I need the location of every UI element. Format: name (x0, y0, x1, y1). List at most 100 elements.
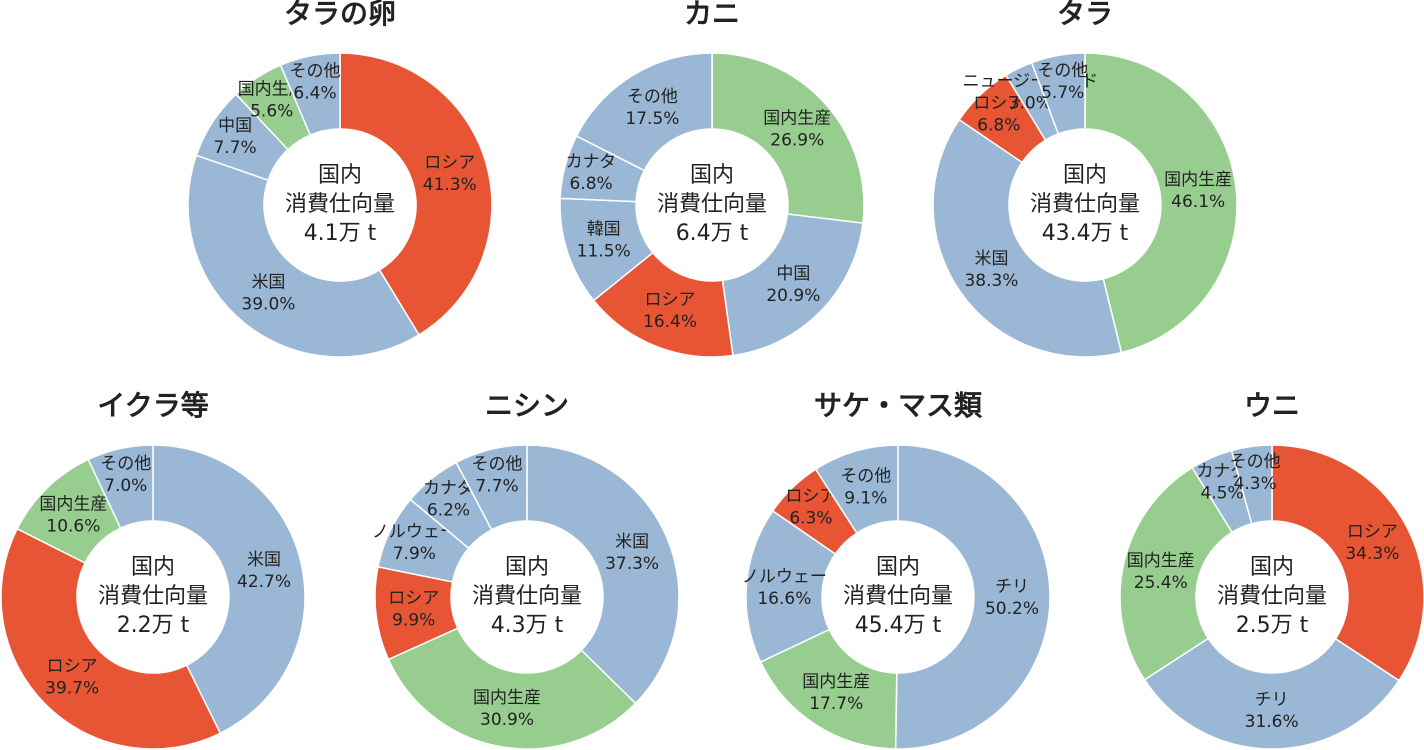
slice-label: 国内生産 (473, 688, 541, 708)
slice-label: カナダ (566, 152, 617, 172)
slice-label: ロシア (1347, 522, 1398, 542)
center-label: 消費仕向量 (472, 584, 582, 609)
donut-slice (339, 52, 493, 336)
center-label: 6.4万 t (676, 221, 749, 246)
slice-label: その他 (472, 455, 523, 475)
chart-title: タラの卵 (284, 0, 396, 30)
slice-label: チリ (1255, 690, 1289, 710)
slice-label: ロシア (388, 589, 439, 609)
center-label: 4.3万 t (491, 613, 564, 638)
slice-label: その他 (627, 87, 678, 107)
slice-value: 37.3% (605, 554, 659, 574)
donut-slice (1230, 444, 1273, 525)
chart-title: ウニ (1244, 389, 1300, 422)
slice-label: ノルウェー (372, 522, 457, 542)
slice-label: 米国 (615, 532, 649, 552)
slice-value: 38.3% (964, 271, 1018, 291)
donut-slice (87, 444, 154, 530)
donut-slice (0, 527, 222, 750)
slice-value: 46.1% (1171, 192, 1225, 212)
slice-label: 国内生産 (1164, 170, 1232, 190)
chart-title: イクラ等 (97, 389, 208, 422)
slice-label: その他 (290, 62, 341, 82)
donut-slice (152, 444, 306, 735)
slice-value: 7.7% (213, 138, 256, 158)
slice-label: ロシア (973, 93, 1024, 113)
center-label: 国内 (876, 555, 920, 580)
donut-slice (387, 627, 637, 750)
center-label: 消費仕向量 (1030, 192, 1140, 217)
center-label: 国内 (505, 555, 549, 580)
slice-label: 国内生産 (1127, 551, 1195, 571)
slice-label: ロシア (47, 656, 98, 676)
donut-slice (187, 154, 421, 358)
center-label: 4.1万 t (304, 221, 377, 246)
slice-value: 20.9% (766, 286, 820, 306)
slice-label: 米国 (247, 550, 281, 570)
slice-value: 30.9% (480, 710, 534, 730)
donut-slice (1271, 444, 1424, 682)
slice-label: カナダ (423, 479, 474, 499)
donut-slice (759, 628, 898, 750)
donut-slice (526, 444, 680, 705)
donut-slice (1030, 52, 1086, 135)
center-label: 国内 (318, 163, 362, 188)
slice-value: 7.9% (393, 544, 436, 564)
slice-value: 17.7% (809, 694, 863, 714)
center-label: 消費仕向量 (843, 584, 953, 609)
donut-slice (575, 52, 713, 172)
chart-title: サケ・マス類 (814, 389, 983, 422)
slice-label: その他 (1230, 452, 1281, 472)
chart-title: カニ (684, 0, 740, 30)
center-label: 国内 (690, 163, 734, 188)
slice-value: 16.6% (757, 589, 811, 609)
slice-value: 9.9% (392, 611, 435, 631)
slice-value: 42.7% (237, 572, 291, 592)
donut-slice (1119, 466, 1234, 681)
slice-value: 7.0% (104, 476, 147, 496)
slice-value: 6.8% (977, 115, 1020, 135)
slice-label: 国内生産 (39, 494, 107, 514)
donut-slice (894, 444, 1051, 750)
donut-slice (592, 251, 734, 358)
slice-label: ロシア (785, 486, 836, 506)
center-label: 45.4万 t (855, 613, 942, 638)
slice-value: 31.6% (1245, 712, 1299, 732)
donut-slice (1143, 637, 1400, 750)
slice-label: 国内生産 (802, 672, 870, 692)
slice-value: 6.4% (293, 84, 336, 104)
center-label: 消費仕向量 (98, 584, 208, 609)
donut-slice (814, 444, 899, 535)
slice-label: ノルウェー (742, 567, 827, 587)
center-label: 消費仕向量 (1217, 584, 1327, 609)
slice-value: 4.5% (1200, 483, 1243, 503)
slice-value: 50.2% (985, 599, 1039, 619)
slice-value: 39.0% (241, 295, 295, 315)
slice-value: 11.5% (577, 242, 631, 262)
slice-value: 10.6% (46, 516, 100, 536)
center-label: 消費仕向量 (657, 192, 767, 217)
chart-title: ニシン (485, 389, 569, 422)
slice-value: 6.3% (789, 508, 832, 528)
slice-value: 34.3% (1345, 544, 1399, 564)
slice-label: 米国 (251, 273, 285, 293)
slice-label: 中国 (776, 264, 810, 284)
slice-value: 7.7% (475, 477, 518, 497)
slice-label: その他 (840, 467, 891, 487)
donut-slice (279, 52, 341, 137)
slice-label: ロシア (645, 290, 696, 310)
donut-slice (455, 444, 528, 531)
slice-value: 16.4% (643, 312, 697, 332)
slice-label: その他 (100, 454, 151, 474)
slice-label: その他 (1037, 61, 1088, 81)
slice-value: 41.3% (423, 175, 477, 195)
center-label: 43.4万 t (1042, 221, 1129, 246)
slice-value: 17.5% (625, 109, 679, 129)
slice-label: 韓国 (587, 220, 621, 240)
donut-slice (711, 52, 865, 224)
center-label: 2.5万 t (1236, 613, 1309, 638)
slice-value: 5.7% (1041, 83, 1084, 103)
slice-value: 3.0% (1009, 94, 1052, 114)
center-label: 2.2万 t (117, 613, 190, 638)
